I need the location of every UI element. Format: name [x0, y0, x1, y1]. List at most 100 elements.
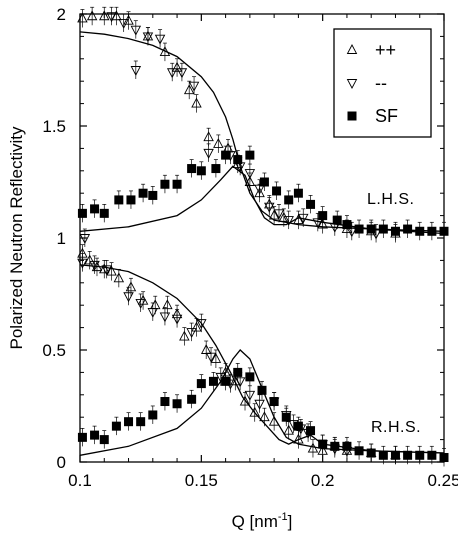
- data-point: [79, 234, 91, 244]
- data-point: [306, 199, 316, 209]
- rhs-annotation: R.H.S.: [371, 419, 421, 436]
- y-tick-label: 0.5: [42, 341, 66, 360]
- data-point: [142, 32, 154, 43]
- data-point: [244, 390, 256, 401]
- data-point: [191, 97, 202, 108]
- data-point: [86, 10, 98, 21]
- data-point: [245, 150, 255, 160]
- series-square-filled: [77, 145, 449, 467]
- data-point: [415, 226, 425, 236]
- data-point: [281, 412, 291, 422]
- data-point: [268, 209, 280, 220]
- data-point: [106, 265, 117, 276]
- data-point: [268, 415, 280, 426]
- data-point: [191, 321, 202, 332]
- data-point: [259, 411, 270, 422]
- data-point: [234, 377, 246, 388]
- data-point: [366, 448, 376, 458]
- data-point: [176, 68, 188, 79]
- data-point: [307, 442, 319, 453]
- data-point: [272, 186, 282, 196]
- data-point: [403, 450, 413, 460]
- data-point: [354, 224, 364, 234]
- data-point: [99, 435, 109, 445]
- data-point: [370, 229, 382, 240]
- data-point: [187, 394, 197, 404]
- data-point: [439, 226, 449, 236]
- data-point: [239, 395, 251, 406]
- data-point: [269, 397, 279, 407]
- data-point: [77, 208, 87, 218]
- data-point: [124, 417, 134, 427]
- data-point: [293, 433, 304, 444]
- data-point: [148, 190, 158, 200]
- model-curve-4: [79, 349, 445, 456]
- data-point: [342, 441, 352, 451]
- data-point: [183, 84, 195, 95]
- data-point: [126, 195, 136, 205]
- y-tick-label: 1.5: [42, 117, 66, 136]
- data-point: [160, 397, 170, 407]
- data-point: [378, 224, 388, 234]
- legend-label: SF: [375, 106, 398, 126]
- data-point: [159, 312, 171, 323]
- x-axis-label: Q [nm-1]: [232, 511, 293, 531]
- x-tick-label: 0.1: [68, 471, 92, 490]
- data-point: [130, 25, 142, 36]
- data-point: [113, 272, 125, 283]
- legend-marker: [346, 44, 358, 54]
- data-point: [159, 46, 171, 57]
- legend-label: --: [375, 73, 387, 93]
- data-point: [245, 372, 255, 382]
- x-tick-label: 0.25: [427, 471, 458, 490]
- data-point: [89, 260, 100, 271]
- data-point: [125, 281, 137, 292]
- legend-label: ++: [375, 40, 396, 60]
- data-point: [172, 399, 182, 409]
- data-point: [196, 166, 206, 176]
- data-point: [154, 34, 166, 45]
- data-point: [264, 202, 275, 213]
- data-point: [257, 385, 267, 395]
- data-point: [114, 195, 124, 205]
- data-point: [244, 176, 256, 186]
- data-point: [259, 177, 269, 187]
- y-tick-label: 2: [57, 5, 66, 24]
- data-point: [342, 220, 352, 230]
- data-point: [90, 204, 100, 214]
- data-point: [130, 66, 142, 76]
- data-point: [306, 426, 316, 436]
- legend-marker: [346, 79, 358, 89]
- data-point: [111, 421, 121, 431]
- data-point: [84, 254, 95, 265]
- data-point: [205, 352, 217, 363]
- data-point: [179, 330, 190, 341]
- data-point: [254, 399, 265, 410]
- data-point: [90, 430, 100, 440]
- data-point: [221, 150, 231, 160]
- data-point: [427, 226, 437, 236]
- data-point: [213, 137, 224, 148]
- data-point: [293, 214, 304, 225]
- data-point: [298, 213, 309, 224]
- data-point: [148, 410, 158, 420]
- data-point: [317, 444, 328, 455]
- data-point: [99, 10, 110, 21]
- data-point: [378, 450, 388, 460]
- data-point: [160, 179, 170, 189]
- data-point: [166, 68, 178, 79]
- data-point: [172, 179, 182, 189]
- data-point: [99, 208, 109, 218]
- data-point: [244, 169, 256, 180]
- data-point: [196, 379, 206, 389]
- data-point: [317, 218, 328, 229]
- data-point: [77, 258, 88, 269]
- data-point: [249, 406, 260, 417]
- data-point: [273, 209, 285, 220]
- data-point: [138, 188, 148, 198]
- data-point: [208, 376, 218, 386]
- data-point: [354, 446, 364, 456]
- data-point: [390, 450, 400, 460]
- data-point: [210, 352, 222, 363]
